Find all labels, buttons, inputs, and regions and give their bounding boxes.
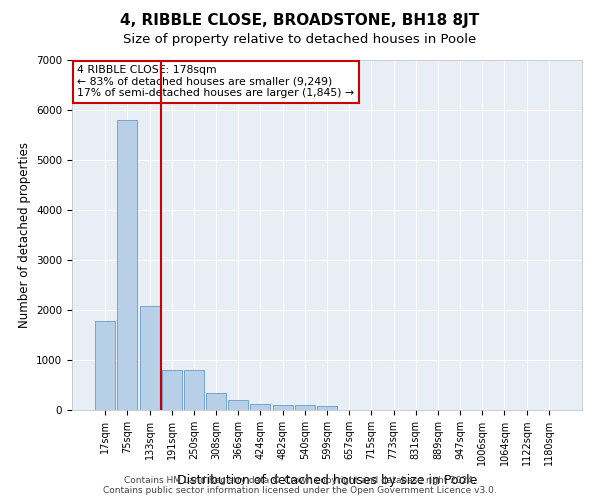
Text: Size of property relative to detached houses in Poole: Size of property relative to detached ho… bbox=[124, 32, 476, 46]
X-axis label: Distribution of detached houses by size in Poole: Distribution of detached houses by size … bbox=[177, 474, 477, 486]
Bar bbox=[140, 306, 160, 410]
Bar bbox=[250, 404, 271, 410]
Bar bbox=[317, 406, 337, 410]
Text: 4 RIBBLE CLOSE: 178sqm
← 83% of detached houses are smaller (9,249)
17% of semi-: 4 RIBBLE CLOSE: 178sqm ← 83% of detached… bbox=[77, 65, 354, 98]
Bar bbox=[118, 120, 137, 410]
Bar bbox=[184, 370, 204, 410]
Bar bbox=[295, 405, 315, 410]
Bar bbox=[95, 321, 115, 410]
Bar bbox=[162, 370, 182, 410]
Bar bbox=[272, 404, 293, 410]
Y-axis label: Number of detached properties: Number of detached properties bbox=[17, 142, 31, 328]
Text: Contains HM Land Registry data © Crown copyright and database right 2024.
Contai: Contains HM Land Registry data © Crown c… bbox=[103, 476, 497, 495]
Bar bbox=[206, 393, 226, 410]
Text: 4, RIBBLE CLOSE, BROADSTONE, BH18 8JT: 4, RIBBLE CLOSE, BROADSTONE, BH18 8JT bbox=[121, 12, 479, 28]
Bar bbox=[228, 400, 248, 410]
